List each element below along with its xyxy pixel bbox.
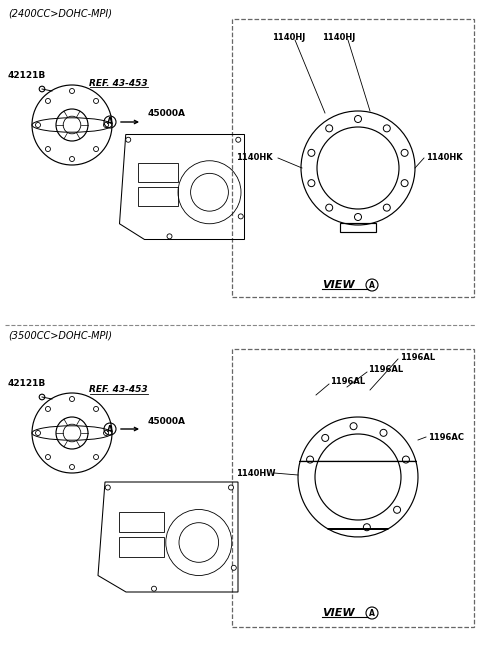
Circle shape — [363, 524, 371, 531]
Circle shape — [238, 214, 243, 219]
Circle shape — [104, 430, 108, 436]
Circle shape — [355, 214, 361, 221]
Text: VIEW: VIEW — [322, 280, 355, 290]
Circle shape — [308, 179, 315, 187]
Bar — [119, 512, 164, 531]
Text: A: A — [369, 608, 375, 618]
Bar — [119, 537, 164, 557]
Text: 42121B: 42121B — [8, 379, 46, 388]
Circle shape — [105, 485, 110, 490]
Text: A: A — [107, 424, 113, 434]
Circle shape — [39, 394, 45, 400]
Circle shape — [326, 125, 333, 132]
Circle shape — [236, 138, 241, 142]
Circle shape — [36, 122, 40, 128]
Circle shape — [46, 98, 50, 103]
Text: (3500CC>DOHC-MPI): (3500CC>DOHC-MPI) — [8, 331, 112, 341]
Text: 1196AL: 1196AL — [330, 377, 365, 386]
Text: REF. 43-453: REF. 43-453 — [89, 79, 147, 88]
Circle shape — [308, 149, 315, 157]
Text: 1196AL: 1196AL — [400, 352, 435, 362]
Circle shape — [307, 456, 313, 463]
Circle shape — [104, 122, 108, 128]
Bar — [138, 187, 178, 206]
Text: A: A — [369, 280, 375, 290]
Circle shape — [70, 396, 74, 402]
Circle shape — [94, 147, 98, 151]
Circle shape — [401, 149, 408, 157]
Circle shape — [394, 506, 401, 514]
Circle shape — [401, 179, 408, 187]
Circle shape — [228, 485, 233, 490]
Text: 1140HJ: 1140HJ — [322, 33, 355, 43]
Circle shape — [384, 125, 390, 132]
Circle shape — [322, 434, 329, 441]
Circle shape — [231, 565, 236, 571]
Circle shape — [70, 157, 74, 162]
Text: 1196AC: 1196AC — [428, 432, 464, 441]
Circle shape — [402, 456, 409, 463]
Circle shape — [350, 422, 357, 430]
Circle shape — [94, 455, 98, 460]
Text: A: A — [107, 117, 113, 126]
Circle shape — [384, 204, 390, 211]
Text: REF. 43-453: REF. 43-453 — [89, 386, 147, 394]
Circle shape — [46, 455, 50, 460]
Circle shape — [46, 407, 50, 411]
Text: 1140HK: 1140HK — [236, 153, 273, 162]
Circle shape — [126, 138, 131, 142]
Text: 45000A: 45000A — [148, 109, 186, 119]
Circle shape — [36, 430, 40, 436]
Text: 1140HW: 1140HW — [236, 468, 276, 477]
Circle shape — [94, 407, 98, 411]
Circle shape — [46, 147, 50, 151]
Text: 42121B: 42121B — [8, 71, 46, 79]
Circle shape — [70, 464, 74, 470]
Circle shape — [355, 115, 361, 122]
Circle shape — [94, 98, 98, 103]
Circle shape — [39, 86, 45, 92]
Text: 45000A: 45000A — [148, 417, 186, 426]
Circle shape — [167, 234, 172, 239]
Text: 1140HK: 1140HK — [426, 153, 463, 162]
Circle shape — [152, 586, 156, 591]
Text: VIEW: VIEW — [322, 608, 355, 618]
Text: (2400CC>DOHC-MPI): (2400CC>DOHC-MPI) — [8, 8, 112, 18]
Text: 1140HJ: 1140HJ — [272, 33, 305, 43]
Bar — [138, 163, 178, 181]
Text: 1196AL: 1196AL — [368, 365, 403, 375]
Circle shape — [326, 204, 333, 211]
Circle shape — [70, 88, 74, 94]
Circle shape — [380, 429, 387, 436]
